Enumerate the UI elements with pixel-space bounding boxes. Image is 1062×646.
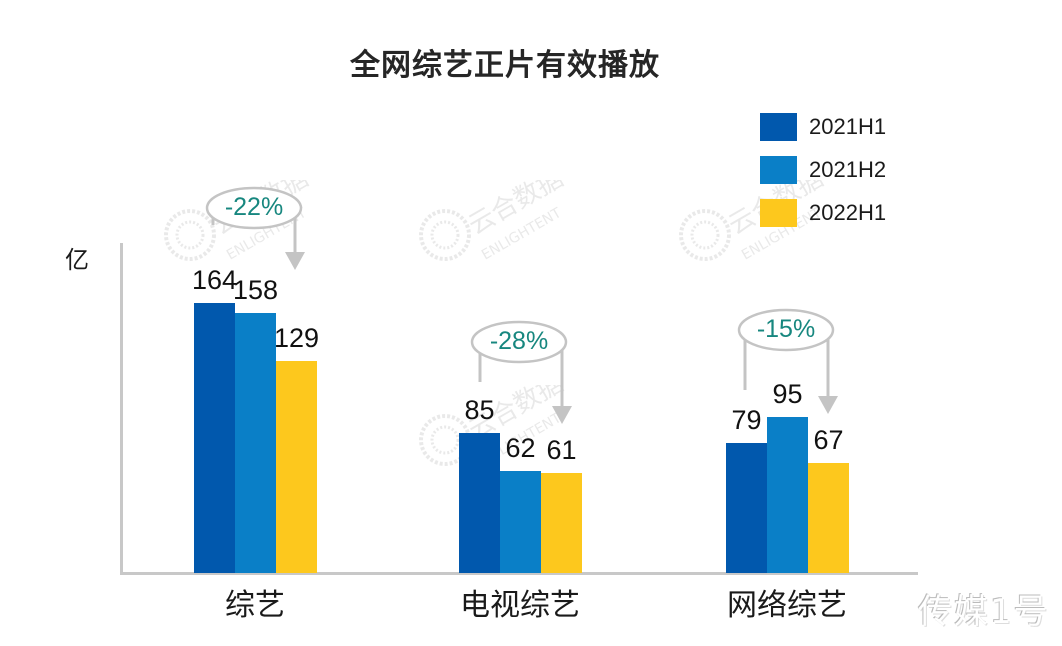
change-percent-label: -15% bbox=[756, 315, 816, 343]
category-label: 综艺 bbox=[225, 588, 285, 623]
source-watermark: 传媒1号 bbox=[918, 592, 1050, 632]
value-label: 79 bbox=[731, 405, 762, 435]
bar-2022H1 bbox=[541, 473, 582, 573]
y-axis-line bbox=[120, 243, 123, 574]
bar-2021H1 bbox=[194, 303, 235, 573]
bar-2021H2 bbox=[500, 471, 541, 573]
legend-swatch bbox=[760, 155, 797, 184]
value-label: 95 bbox=[772, 379, 803, 409]
bar-2021H2 bbox=[767, 417, 808, 573]
bar-2022H1 bbox=[276, 361, 317, 573]
legend-item: 2021H1 bbox=[760, 105, 886, 148]
value-label: 67 bbox=[813, 425, 844, 455]
change-percent-label: -22% bbox=[224, 193, 284, 221]
value-label: 61 bbox=[546, 435, 577, 465]
value-label: 158 bbox=[232, 275, 279, 305]
category-label: 电视综艺 bbox=[460, 588, 580, 623]
bar-2021H1 bbox=[459, 433, 500, 573]
legend-item: 2021H2 bbox=[760, 148, 886, 191]
legend-item: 2022H1 bbox=[760, 191, 886, 234]
category-label: 网络综艺 bbox=[727, 588, 847, 623]
bar-2022H1 bbox=[808, 463, 849, 573]
legend-swatch bbox=[760, 112, 797, 141]
brand-watermark-icon: 云合数据 ENLIGHTENT bbox=[419, 180, 569, 263]
chart-title: 全网综艺正片有效播放 bbox=[350, 48, 660, 83]
x-axis-line bbox=[120, 572, 918, 575]
value-label: 62 bbox=[505, 433, 536, 463]
bar-2021H2 bbox=[235, 313, 276, 573]
legend-label: 2021H2 bbox=[809, 156, 887, 182]
legend-label: 2022H1 bbox=[809, 199, 887, 225]
value-label: 164 bbox=[191, 265, 238, 295]
y-axis-unit-label: 亿 bbox=[65, 246, 89, 274]
chart-legend: 2021H1 2021H2 2022H1 bbox=[760, 105, 886, 234]
legend-swatch bbox=[760, 198, 797, 227]
value-label: 129 bbox=[273, 323, 320, 353]
value-label: 85 bbox=[464, 395, 495, 425]
change-percent-label: -28% bbox=[489, 327, 549, 355]
legend-label: 2021H1 bbox=[809, 113, 887, 139]
bar-2021H1 bbox=[726, 443, 767, 573]
